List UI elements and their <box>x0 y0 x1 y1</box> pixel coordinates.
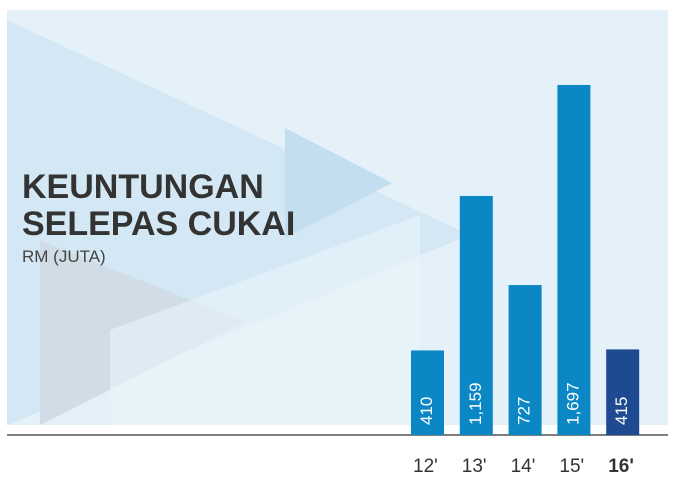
chart-title: SELEPAS CUKAI <box>22 205 295 243</box>
value-label: 1,697 <box>563 382 582 425</box>
x-tick-label: 13' <box>462 456 487 477</box>
value-label: 415 <box>612 397 631 425</box>
bar <box>508 285 542 435</box>
x-tick-label: 15' <box>559 456 584 477</box>
decor-shape <box>110 215 420 425</box>
x-tick-label: 16' <box>608 456 634 477</box>
value-label: 410 <box>417 397 436 425</box>
bar <box>557 85 591 435</box>
bar <box>411 350 444 435</box>
chart-title: KEUNTUNGAN <box>22 168 264 206</box>
bar <box>606 349 640 435</box>
value-label: 1,159 <box>466 382 485 425</box>
decor-triangle <box>285 128 392 238</box>
bar <box>459 195 493 435</box>
subtitle: RM (JUTA) <box>22 247 106 266</box>
value-label: 727 <box>515 397 534 425</box>
x-tick-label: 14' <box>511 456 536 477</box>
x-tick-label: 12' <box>413 456 438 477</box>
